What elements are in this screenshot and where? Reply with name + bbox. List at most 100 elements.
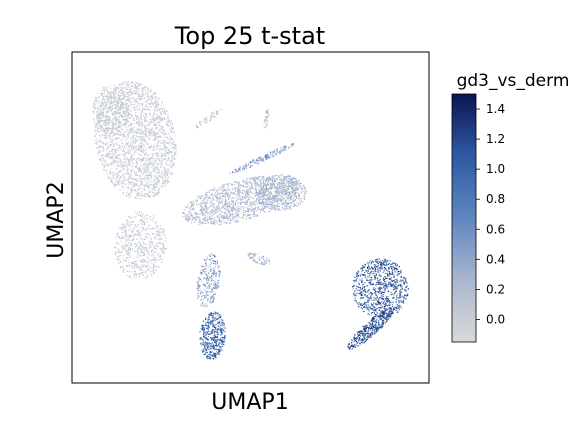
scatter-point [116, 86, 118, 88]
scatter-point [217, 204, 219, 206]
scatter-point [279, 179, 281, 181]
scatter-point [124, 110, 126, 113]
scatter-point [298, 194, 300, 196]
scatter-point [149, 174, 151, 176]
scatter-point [128, 239, 130, 241]
scatter-point [115, 133, 117, 135]
scatter-point [231, 207, 233, 209]
scatter-point [276, 190, 278, 192]
scatter-point [121, 164, 123, 166]
scatter-point [220, 219, 222, 221]
scatter-point [101, 104, 103, 106]
scatter-point [165, 135, 167, 138]
scatter-point [139, 142, 142, 144]
scatter-point [121, 104, 123, 106]
scatter-point [132, 135, 134, 137]
scatter-point [98, 158, 100, 160]
scatter-point [202, 218, 204, 221]
scatter-point [155, 269, 157, 271]
scatter-point [280, 175, 282, 177]
scatter-point [146, 160, 148, 162]
scatter-point [128, 116, 130, 118]
scatter-point [147, 187, 149, 189]
scatter-point [132, 91, 134, 93]
scatter-point [271, 193, 273, 195]
scatter-point [216, 198, 218, 200]
scatter-point [131, 147, 133, 149]
scatter-point [135, 115, 137, 117]
scatter-point [277, 190, 279, 192]
scatter-point [158, 169, 160, 172]
scatter-point [297, 181, 299, 183]
scatter-point [212, 203, 214, 205]
scatter-point [223, 211, 225, 213]
scatter-point [239, 195, 241, 197]
scatter-point [288, 193, 290, 195]
scatter-point [198, 197, 200, 200]
scatter-point [110, 103, 112, 105]
scatter-point [100, 123, 102, 125]
scatter-point [274, 195, 276, 197]
scatter-point [156, 227, 158, 229]
scatter-point [126, 169, 128, 171]
scatter-point [116, 157, 118, 159]
scatter-point [110, 164, 112, 166]
scatter-point [139, 170, 141, 172]
scatter-point [158, 181, 160, 183]
scatter-point [212, 208, 214, 210]
scatter-point [232, 206, 235, 208]
scatter-point [175, 150, 177, 152]
scatter-point [252, 215, 254, 217]
scatter-point [269, 179, 271, 181]
scatter-point [276, 178, 278, 180]
scatter-point [260, 191, 262, 193]
scatter-point [293, 192, 295, 194]
scatter-point [269, 198, 271, 200]
scatter-point [111, 92, 113, 94]
scatter-point [275, 190, 277, 192]
scatter-point [116, 131, 119, 133]
scatter-point [145, 152, 147, 154]
scatter-point [144, 125, 146, 127]
scatter-point [162, 243, 164, 246]
scatter-point [286, 189, 288, 192]
scatter-point [225, 203, 227, 206]
scatter-point [160, 162, 162, 164]
scatter-point [299, 200, 301, 202]
scatter-point [93, 103, 96, 105]
scatter-point [136, 234, 138, 236]
scatter-point [160, 165, 162, 167]
scatter-point [240, 203, 242, 205]
scatter-point [141, 146, 143, 148]
scatter-point [292, 190, 294, 192]
scatter-point [102, 146, 104, 148]
scatter-point [160, 225, 162, 227]
scatter-point [154, 194, 156, 197]
scatter-point [290, 195, 292, 197]
scatter-point [170, 119, 172, 121]
scatter-point [140, 133, 142, 135]
scatter-point [154, 139, 157, 141]
scatter-point [166, 171, 168, 173]
scatter-point [269, 207, 271, 209]
scatter-point [127, 152, 129, 154]
scatter-point [120, 105, 122, 107]
scatter-point [104, 124, 107, 126]
scatter-point [137, 254, 139, 256]
scatter-point [162, 178, 164, 180]
scatter-point [120, 170, 122, 172]
scatter-point [154, 170, 157, 172]
scatter-point [233, 192, 235, 194]
scatter-point [170, 162, 172, 164]
scatter-point [121, 166, 123, 168]
scatter-point [147, 162, 149, 164]
scatter-point [116, 117, 118, 119]
scatter-point [126, 103, 128, 105]
scatter-point [277, 204, 279, 206]
scatter-point [262, 186, 264, 188]
scatter-point [133, 190, 135, 192]
scatter-point [133, 227, 135, 229]
scatter-point [158, 157, 160, 159]
scatter-point [201, 206, 203, 208]
scatter-point [157, 254, 159, 256]
